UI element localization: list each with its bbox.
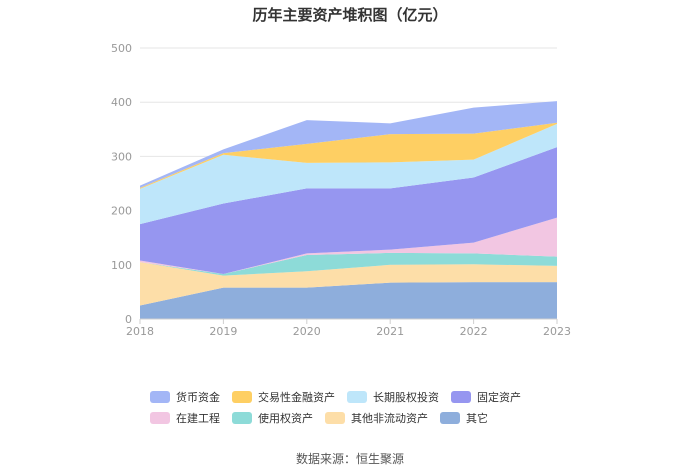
area-series-其他非流动资产 — [140, 262, 557, 306]
axes: 0 100 200 300 400 500 2018 2019 2020 2021 2022 2023 — [111, 42, 571, 338]
x-tick-label: 2020 — [293, 325, 321, 338]
x-tick-label: 2019 — [209, 325, 237, 338]
legend-label: 货币资金 — [176, 391, 220, 404]
y-tick-label: 200 — [111, 205, 132, 218]
legend-label: 长期股权投资 — [373, 391, 439, 404]
area-series-使用权资产 — [140, 252, 557, 276]
legend-item[interactable]: 货币资金 — [150, 390, 220, 404]
legend-item[interactable]: 在建工程 — [150, 411, 220, 425]
legend-swatch — [325, 412, 345, 424]
area-series-货币资金 — [140, 101, 557, 188]
source-note: 数据来源：恒生聚源 — [295, 452, 404, 466]
area-series-在建工程 — [140, 217, 557, 275]
legend-swatch — [232, 391, 252, 403]
x-tick-label: 2021 — [376, 325, 404, 338]
legend-item[interactable]: 其他非流动资产 — [325, 411, 428, 425]
chart-title: 历年主要资产堆积图（亿元） — [252, 6, 448, 24]
area-series-固定资产 — [140, 147, 557, 275]
legend-item[interactable]: 长期股权投资 — [347, 390, 439, 404]
x-tick-label: 2022 — [460, 325, 488, 338]
x-tick-label: 2023 — [543, 325, 571, 338]
legend-label: 固定资产 — [477, 391, 521, 404]
legend-item[interactable]: 其它 — [440, 411, 488, 425]
legend-label: 交易性金融资产 — [258, 391, 335, 404]
legend-swatch — [150, 412, 170, 424]
area-series-交易性金融资产 — [140, 122, 557, 189]
y-tick-label: 100 — [111, 259, 132, 272]
legend-swatch — [440, 412, 460, 424]
area-series-其它 — [140, 282, 557, 319]
legend-item[interactable]: 交易性金融资产 — [232, 390, 335, 404]
legend-swatch — [451, 391, 471, 403]
area-series — [140, 101, 557, 319]
y-tick-label: 400 — [111, 96, 132, 109]
legend-swatch — [150, 391, 170, 403]
legend-item[interactable]: 固定资产 — [451, 390, 521, 404]
legend-swatch — [232, 412, 252, 424]
x-tick-label: 2018 — [126, 325, 154, 338]
legend-item[interactable]: 使用权资产 — [232, 411, 313, 425]
y-tick-label: 0 — [125, 313, 132, 326]
y-tick-label: 300 — [111, 150, 132, 163]
area-series-长期股权投资 — [140, 123, 557, 225]
y-tick-label: 500 — [111, 42, 132, 55]
legend-label: 使用权资产 — [258, 412, 313, 425]
legend-label: 在建工程 — [176, 412, 220, 425]
legend-label: 其他非流动资产 — [351, 412, 428, 425]
legend-label: 其它 — [466, 412, 488, 425]
legend-swatch — [347, 391, 367, 403]
legend: 货币资金 交易性金融资产 长期股权投资 固定资产在建工程 使用权资产 其他非流动资产 其它 — [150, 390, 580, 432]
